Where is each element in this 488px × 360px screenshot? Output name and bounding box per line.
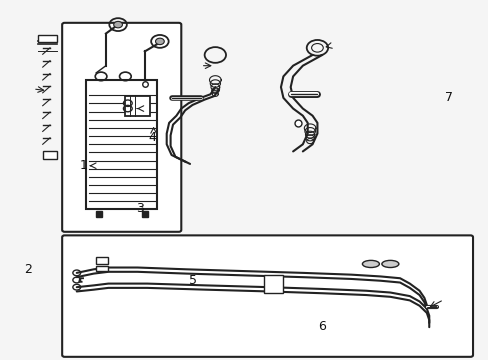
Circle shape (114, 21, 122, 28)
Bar (42, 152, 57, 158)
Text: 4: 4 (148, 131, 156, 144)
FancyBboxPatch shape (62, 235, 472, 357)
Text: 2: 2 (24, 263, 32, 276)
Bar (96, 257, 108, 264)
Text: 6: 6 (318, 320, 325, 333)
Text: 1: 1 (80, 159, 88, 172)
Bar (86, 80, 157, 208)
Text: 3: 3 (136, 202, 143, 215)
Ellipse shape (381, 260, 398, 267)
FancyBboxPatch shape (62, 23, 181, 232)
Ellipse shape (362, 260, 379, 267)
Bar (96, 266, 108, 271)
Text: 7: 7 (444, 91, 452, 104)
Text: 5: 5 (189, 274, 197, 287)
Bar (125, 96, 149, 116)
Bar (38, 35, 57, 42)
Circle shape (155, 38, 164, 45)
Bar (264, 275, 283, 293)
